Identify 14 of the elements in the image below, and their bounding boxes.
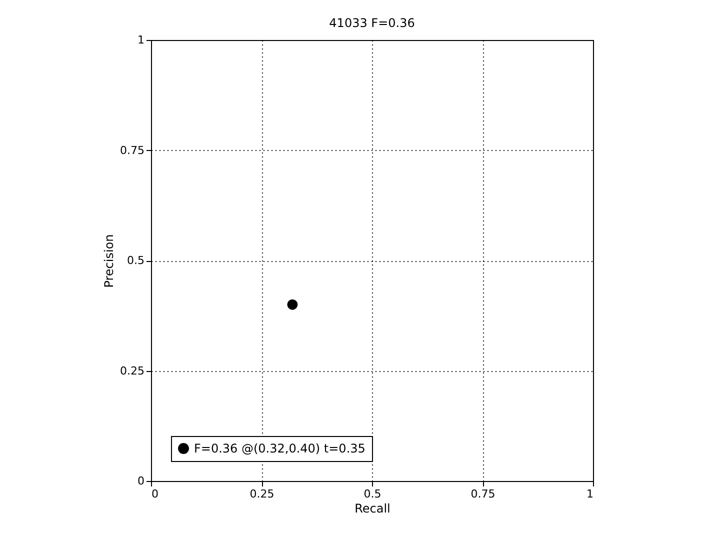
x-tick-label: 0.75 [470, 488, 496, 500]
x-tick-label: 0.25 [250, 488, 274, 500]
y-tick-label: 0 [138, 474, 144, 488]
y-tick-label: 0.5 [127, 254, 144, 267]
legend-label: F=0.36 @(0.32,0.40) t=0.35 [194, 442, 366, 456]
x-tick-label: 1 [586, 488, 594, 500]
y-axis-title: Precision [102, 234, 116, 288]
y-tick-label: 0.75 [120, 144, 144, 157]
x-tick-label: 0.5 [364, 488, 382, 500]
y-tick-label: 0.25 [120, 364, 144, 378]
x-axis-title: Recall [354, 502, 390, 516]
x-tick-label: 0 [152, 488, 158, 500]
chart-title: 41033 F=0.36 [329, 16, 415, 30]
y-tick-label: 1 [138, 34, 144, 46]
